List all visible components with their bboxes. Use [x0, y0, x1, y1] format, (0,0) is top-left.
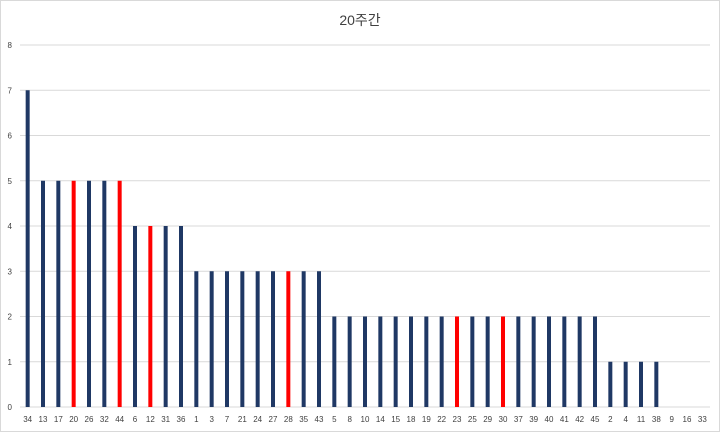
x-tick-label: 29	[483, 415, 492, 424]
bar	[393, 316, 398, 407]
y-tick-label: 3	[8, 267, 13, 276]
x-tick-label: 28	[284, 415, 293, 424]
x-tick-label: 18	[407, 415, 416, 424]
y-tick-label: 0	[8, 403, 13, 412]
bar	[255, 271, 260, 407]
x-tick-label: 36	[177, 415, 186, 424]
y-tick-label: 8	[8, 41, 13, 50]
bar	[179, 226, 183, 407]
x-tick-label: 40	[545, 415, 554, 424]
bar	[71, 180, 76, 407]
x-tick-label: 4	[623, 415, 628, 424]
bar	[485, 316, 490, 407]
x-tick-label: 19	[422, 415, 431, 424]
y-tick-label: 5	[8, 177, 13, 186]
x-tick-label: 2	[608, 415, 613, 424]
x-tick-label: 5	[332, 415, 337, 424]
x-tick-label: 26	[85, 415, 94, 424]
x-tick-label: 31	[161, 415, 170, 424]
x-tick-label: 32	[100, 415, 109, 424]
x-tick-label: 1	[194, 415, 199, 424]
bar	[639, 361, 643, 407]
bar	[531, 316, 536, 407]
x-tick-label: 9	[669, 415, 674, 424]
y-tick-label: 1	[8, 358, 13, 367]
bar	[501, 316, 505, 407]
x-tick-label: 44	[115, 415, 124, 424]
x-tick-label: 30	[499, 415, 508, 424]
x-tick-label: 27	[269, 415, 278, 424]
y-tick-label: 4	[8, 222, 13, 231]
y-tick-label: 6	[8, 132, 13, 141]
x-tick-label: 12	[146, 415, 155, 424]
bar	[654, 361, 659, 407]
bar	[240, 271, 245, 407]
x-tick-label: 6	[133, 415, 138, 424]
bar	[378, 316, 383, 407]
bar	[133, 226, 137, 407]
x-tick-label: 39	[529, 415, 538, 424]
x-tick-label: 16	[683, 415, 692, 424]
x-tick-label: 11	[637, 415, 646, 424]
x-tick-label: 3	[209, 415, 214, 424]
bar	[593, 316, 597, 407]
bar	[301, 271, 306, 407]
bar	[424, 316, 429, 407]
x-tick-label: 35	[299, 415, 308, 424]
x-tick-label: 22	[437, 415, 446, 424]
x-tick-label: 17	[54, 415, 63, 424]
bar	[56, 180, 61, 407]
x-tick-label: 38	[652, 415, 661, 424]
x-tick-label: 7	[225, 415, 230, 424]
x-tick-label: 13	[39, 415, 48, 424]
bar	[363, 316, 367, 407]
x-tick-label: 37	[514, 415, 523, 424]
x-tick-label: 45	[591, 415, 600, 424]
x-tick-label: 33	[698, 415, 707, 424]
x-tick-label: 41	[560, 415, 569, 424]
bar	[163, 226, 168, 407]
bar	[439, 316, 444, 407]
bar	[117, 180, 122, 407]
y-tick-label: 2	[8, 313, 13, 322]
x-tick-label: 23	[453, 415, 462, 424]
x-tick-label: 14	[376, 415, 385, 424]
bar	[102, 180, 107, 407]
x-tick-label: 20	[69, 415, 78, 424]
bar	[41, 180, 45, 407]
bar	[317, 271, 321, 407]
x-tick-label: 21	[238, 415, 247, 424]
bar	[409, 316, 413, 407]
y-tick-label: 7	[8, 86, 13, 95]
x-tick-label: 25	[468, 415, 477, 424]
bar	[608, 361, 613, 407]
bar	[209, 271, 214, 407]
x-tick-label: 10	[361, 415, 370, 424]
bar	[516, 316, 521, 407]
bar	[286, 271, 291, 407]
bar	[194, 271, 199, 407]
x-tick-label: 34	[23, 415, 32, 424]
bar	[623, 361, 628, 407]
x-tick-label: 43	[315, 415, 324, 424]
bar	[271, 271, 275, 407]
bar	[87, 180, 91, 407]
bar	[225, 271, 229, 407]
x-tick-label: 42	[575, 415, 584, 424]
x-tick-label: 8	[347, 415, 352, 424]
bar	[470, 316, 475, 407]
chart-title: 20주간	[339, 12, 381, 28]
x-tick-label: 15	[391, 415, 400, 424]
bar	[547, 316, 551, 407]
bar	[347, 316, 352, 407]
bar	[562, 316, 567, 407]
bar	[332, 316, 337, 407]
x-tick-label: 24	[253, 415, 262, 424]
bar	[455, 316, 459, 407]
bar	[25, 90, 30, 407]
bar	[577, 316, 582, 407]
bar	[148, 226, 153, 407]
